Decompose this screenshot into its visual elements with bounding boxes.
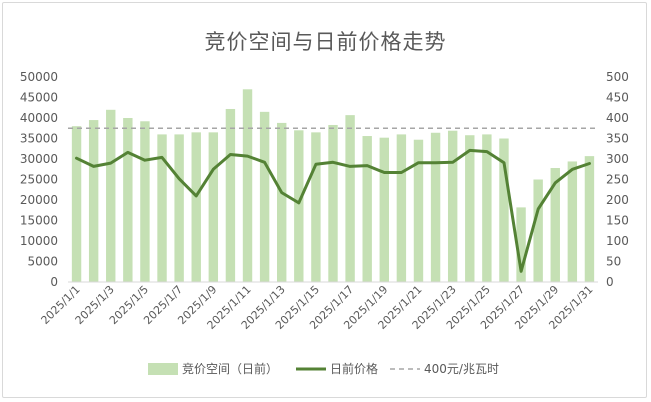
bar-2025/1/25 [482, 134, 492, 282]
left-tick-label: 35000 [20, 132, 58, 146]
legend-swatch-bar [148, 363, 178, 375]
bar-2025/1/22 [430, 132, 441, 282]
bar-2025/1/14 [294, 130, 304, 282]
left-tick-label: 10000 [20, 234, 58, 248]
bar-2025/1/20 [396, 134, 407, 282]
left-tick-label: 0 [50, 275, 58, 289]
left-tick-label: 50000 [20, 70, 58, 84]
left-tick-label: 45000 [20, 91, 58, 105]
right-tick-label: 500 [606, 70, 629, 84]
left-axis: 0 5000 10000 15000 20000 25000 30000 35000 40000… [20, 70, 58, 289]
left-tick-label: 25000 [20, 173, 58, 187]
bar-2025/1/23 [447, 130, 458, 282]
bar-series [71, 89, 595, 282]
right-tick-label: 300 [606, 152, 629, 166]
bar-2025/1/2 [88, 120, 99, 282]
bar-2025/1/4 [123, 118, 133, 282]
bar-2025/1/5 [140, 121, 150, 282]
left-tick-label: 20000 [20, 193, 58, 207]
right-axis: 0 50 100 150 200 250 300 350 400 450 500 [606, 70, 629, 289]
right-tick-label: 250 [606, 173, 629, 187]
left-tick-label: 15000 [20, 214, 58, 228]
right-tick-label: 350 [606, 132, 629, 146]
left-tick-label: 30000 [20, 152, 58, 166]
bar-2025/1/21 [413, 139, 424, 282]
right-tick-label: 200 [606, 193, 629, 207]
bar-2025/1/29 [550, 168, 560, 282]
bar-2025/1/16 [328, 124, 338, 282]
bar-2025/1/6 [157, 134, 167, 282]
bar-2025/1/15 [311, 132, 321, 282]
left-tick-label: 40000 [20, 111, 58, 125]
bar-2025/1/7 [174, 134, 184, 282]
right-tick-label: 50 [606, 255, 621, 269]
legend: 竞价空间（日前） 日前价格 400元/兆瓦时 [148, 361, 499, 376]
chart-title: 竞价空间与日前价格走势 [204, 30, 447, 54]
right-tick-label: 450 [606, 91, 629, 105]
bar-2025/1/17 [345, 115, 355, 282]
right-tick-label: 150 [606, 214, 629, 228]
bar-2025/1/31 [584, 156, 595, 282]
right-tick-label: 100 [606, 234, 629, 248]
bar-2025/1/24 [465, 135, 475, 282]
legend-label-line: 日前价格 [330, 361, 378, 376]
price-line-series [75, 148, 591, 273]
right-tick-label: 400 [606, 111, 629, 125]
bar-2025/1/19 [379, 137, 389, 282]
bar-2025/1/12 [259, 111, 270, 282]
bar-2025/1/1 [71, 126, 82, 282]
x-axis: 2025/1/12025/1/32025/1/52025/1/72025/1/9… [39, 281, 598, 332]
bar-2025/1/3 [106, 109, 116, 282]
price-line [75, 148, 591, 273]
bar-2025/1/11 [242, 89, 253, 282]
bar-2025/1/30 [567, 161, 578, 282]
bar-2025/1/9 [208, 132, 219, 282]
legend-label-bar: 竞价空间（日前） [182, 361, 278, 376]
bar-2025/1/18 [362, 136, 372, 282]
bar-2025/1/13 [277, 122, 287, 282]
bar-2025/1/8 [191, 132, 201, 282]
bar-2025/1/27 [516, 207, 526, 282]
right-tick-label: 0 [606, 275, 614, 289]
left-tick-label: 5000 [27, 255, 58, 269]
legend-label-reference: 400元/兆瓦时 [424, 362, 499, 376]
bar-2025/1/26 [499, 138, 509, 282]
bar-2025/1/28 [533, 179, 543, 282]
bar-2025/1/10 [225, 108, 236, 282]
